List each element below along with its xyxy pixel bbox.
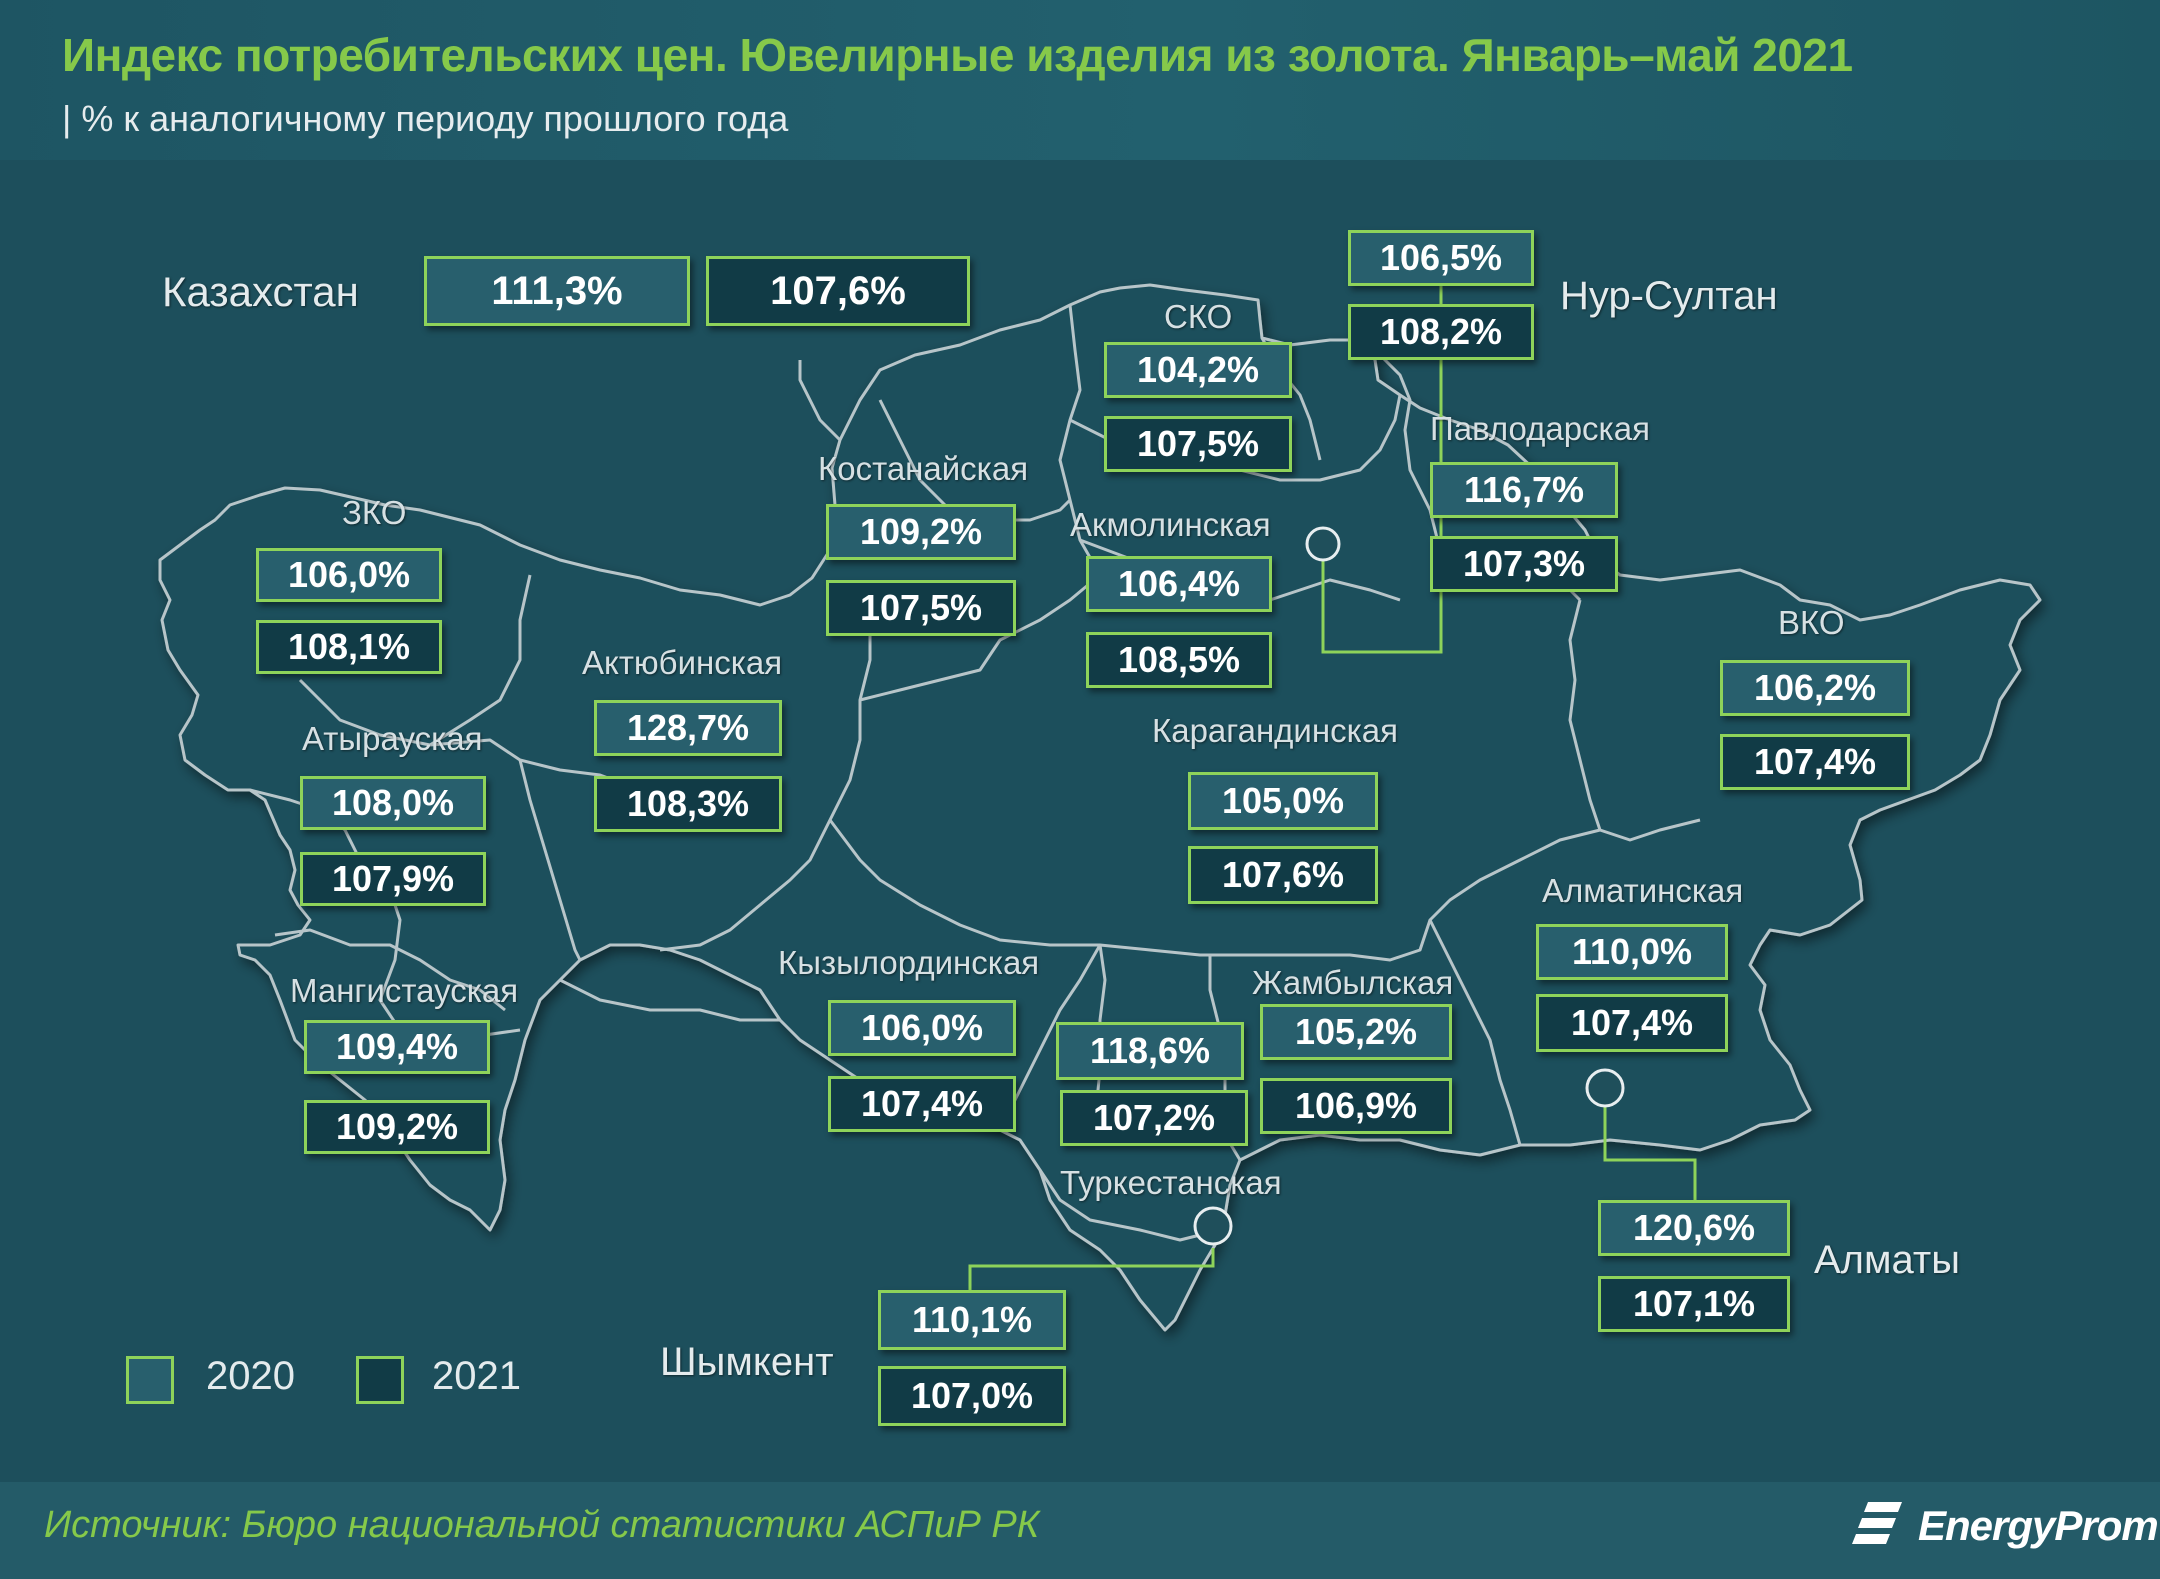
- shymkent-2021-value: 107,0%: [878, 1366, 1066, 1426]
- logo-text: EnergyProm: [1918, 1502, 2159, 1549]
- region-label-vko: ВКО: [1778, 604, 1845, 641]
- header-band: [0, 0, 2160, 160]
- pavlodar-2020-value: 116,7%: [1430, 462, 1618, 518]
- vko-2021-value: 107,4%: [1720, 734, 1910, 790]
- sko-2021-value: 107,5%: [1104, 416, 1292, 472]
- region-label-pavlodar: Павлодарская: [1430, 410, 1650, 447]
- zhambyl-2020-value: 105,2%: [1260, 1004, 1452, 1060]
- kyzylorda-2021-value: 107,4%: [828, 1076, 1016, 1132]
- legend-label-2020: 2020: [206, 1354, 295, 1398]
- kostanay-2021-value: 107,5%: [826, 580, 1016, 636]
- akmola-2021-value: 108,5%: [1086, 632, 1272, 688]
- legend-swatch-2020: [126, 1356, 174, 1404]
- region-label-mangystau: Мангистауская: [290, 972, 519, 1009]
- almaty-2021-value: 107,1%: [1598, 1276, 1790, 1332]
- kostanay-2020-value: 109,2%: [826, 504, 1016, 560]
- region-label-zhambyl: Жамбылская: [1252, 964, 1454, 1001]
- footer-band: [0, 1482, 2160, 1579]
- atyrau-2021-value: 107,9%: [300, 852, 486, 906]
- nursultan-2021-value: 108,2%: [1348, 304, 1534, 360]
- city-label-shymkent: Шымкент: [660, 1340, 834, 1384]
- karaganda-2020-value: 105,0%: [1188, 772, 1378, 830]
- turkestan-2020-value: 118,6%: [1056, 1022, 1244, 1080]
- almaty-leader: [1603, 1104, 1697, 1200]
- page-subtitle: | % к аналогичному периоду прошлого года: [62, 98, 789, 139]
- pavlodar-2021-value: 107,3%: [1430, 536, 1618, 592]
- country-label: Казахстан: [162, 268, 359, 315]
- city-label-nursultan: Нур-Султан: [1560, 274, 1778, 318]
- almaty-obl-2021-value: 107,4%: [1536, 994, 1728, 1052]
- region-label-turkestan: Туркестанская: [1060, 1164, 1282, 1201]
- aktobe-2021-value: 108,3%: [594, 776, 782, 832]
- mangystau-2020-value: 109,4%: [304, 1020, 490, 1074]
- region-label-atyrau: Атырауская: [302, 720, 483, 757]
- region-label-karaganda: Карагандинская: [1152, 712, 1398, 749]
- region-label-kostanay: Костанайская: [818, 450, 1029, 487]
- source-note: Источник: Бюро национальной статистики А…: [44, 1504, 1040, 1546]
- page-title: Индекс потребительских цен. Ювелирные из…: [62, 29, 1853, 81]
- turkestan-2021-value: 107,2%: [1060, 1090, 1248, 1146]
- mangystau-2021-value: 109,2%: [304, 1100, 490, 1154]
- shymkent-2020-value: 110,1%: [878, 1290, 1066, 1350]
- region-label-almaty-obl: Алматинская: [1542, 872, 1744, 909]
- city-markers: [1193, 526, 1625, 1246]
- country-2021-value: 107,6%: [706, 256, 970, 326]
- region-label-kyzylorda: Кызылординская: [778, 944, 1040, 981]
- almaty-2020-value: 120,6%: [1598, 1200, 1790, 1256]
- shymkent-marker: [1193, 1206, 1233, 1246]
- legend-label-2021: 2021: [432, 1354, 521, 1398]
- region-label-aktobe: Актюбинская: [582, 644, 783, 681]
- vko-2020-value: 106,2%: [1720, 660, 1910, 716]
- sko-2020-value: 104,2%: [1104, 342, 1292, 398]
- country-2020-value: 111,3%: [424, 256, 690, 326]
- nursultan-marker: [1305, 526, 1341, 562]
- region-label-akmola: Акмолинская: [1070, 506, 1271, 543]
- zko-2020-value: 106,0%: [256, 548, 442, 602]
- region-label-sko: СКО: [1164, 298, 1233, 335]
- nursultan-2020-value: 106,5%: [1348, 230, 1534, 286]
- zhambyl-2021-value: 106,9%: [1260, 1078, 1452, 1134]
- zko-2021-value: 108,1%: [256, 620, 442, 674]
- akmola-2020-value: 106,4%: [1086, 556, 1272, 612]
- aktobe-2020-value: 128,7%: [594, 700, 782, 756]
- atyrau-2020-value: 108,0%: [300, 776, 486, 830]
- legend-swatch-2021: [356, 1356, 404, 1404]
- city-label-almaty: Алматы: [1814, 1238, 1960, 1282]
- region-label-zko: ЗКО: [342, 494, 407, 531]
- energyprom-logo-icon: [1852, 1502, 1902, 1544]
- shymkent-leader: [968, 1248, 1215, 1290]
- kyzylorda-2020-value: 106,0%: [828, 1000, 1016, 1056]
- almaty-marker: [1585, 1068, 1625, 1108]
- karaganda-2021-value: 107,6%: [1188, 846, 1378, 904]
- almaty-obl-2020-value: 110,0%: [1536, 924, 1728, 980]
